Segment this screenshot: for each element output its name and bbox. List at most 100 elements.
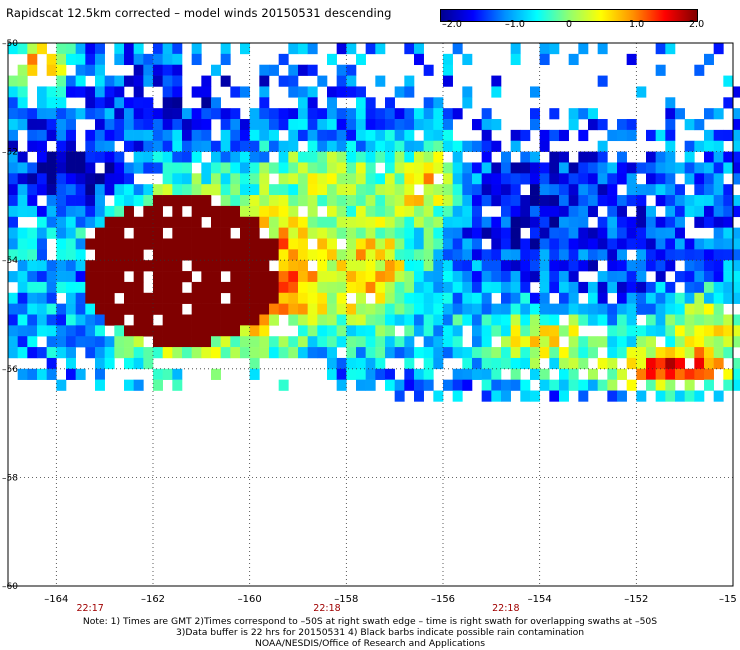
heatmap-cell [298,129,308,142]
heatmap-cell [443,162,453,174]
heatmap-cell [162,119,173,131]
heatmap-cell [723,281,734,294]
heatmap-cell [723,292,734,304]
heatmap-cell [481,140,492,152]
heatmap-cell [646,368,656,380]
heatmap-cell [713,281,724,294]
heatmap-cell [684,205,695,218]
heatmap-cell [510,43,521,55]
heatmap-cell [694,336,705,348]
heatmap-cell [17,64,28,76]
heatmap-cell [704,281,714,294]
heatmap-cell [162,271,173,283]
heatmap-cell [414,325,424,337]
heatmap-cell [462,227,473,239]
heatmap-cell [646,314,656,326]
heatmap-cell [539,129,550,142]
heatmap-cell [423,260,434,272]
heatmap-cell [95,64,105,76]
heatmap-cell [124,260,134,272]
heatmap-cell [665,173,676,185]
heatmap-cell [510,303,521,315]
heatmap-cell [143,64,154,76]
heatmap-cell [433,303,444,315]
heatmap-cell [665,238,676,250]
heatmap-cell [385,314,395,326]
heatmap-cell [27,119,38,131]
heatmap-cell [66,205,76,218]
heatmap-cell [607,390,618,402]
heatmap-cell [559,249,569,261]
heatmap-cell [95,119,105,131]
heatmap-cell [472,249,482,261]
heatmap-cell [733,379,740,391]
heatmap-cell [617,260,627,272]
heatmap-cell [626,129,637,142]
heatmap-cell [559,260,569,272]
heatmap-cell [66,43,76,55]
heatmap-cell [452,173,463,185]
heatmap-cell [75,86,86,98]
heatmap-cell [104,75,115,87]
heatmap-cell [636,281,647,294]
heatmap-cell [124,325,134,337]
heatmap-cell [578,195,589,207]
heatmap-cell [568,368,579,380]
heatmap-cell [646,281,656,294]
heatmap-cell [559,303,569,315]
heatmap-cell [694,249,705,261]
heatmap-cell [307,64,318,76]
heatmap-cell [191,314,202,326]
heatmap-cell [404,173,415,185]
heatmap-cell [162,43,173,55]
heatmap-cell [733,271,740,283]
heatmap-cell [327,347,337,359]
heatmap-cell [646,216,656,228]
heatmap-cell [510,292,521,304]
heatmap-cell [559,162,569,174]
heatmap-cell [56,271,67,283]
heatmap-cell [443,260,453,272]
heatmap-cell [733,260,740,272]
heatmap-cell [733,368,740,380]
heatmap-cell [626,162,637,174]
heatmap-cell [356,151,366,163]
heatmap-cell [346,249,357,261]
heatmap-cell [588,173,598,185]
heatmap-cell [462,162,473,174]
heatmap-cell [733,336,740,348]
heatmap-cell [675,195,685,207]
heatmap-cell [713,260,724,272]
colorbar-tick: 0 [566,19,573,30]
heatmap-cell [56,314,67,326]
heatmap-cell [597,249,608,261]
heatmap-cell [636,184,647,196]
x-tick-label: –158 [334,594,358,605]
heatmap-cell [655,227,666,239]
heatmap-cell [733,205,740,218]
heatmap-cell [617,151,627,163]
heatmap-cell [46,336,57,348]
colorbar-tick: –1.0 [505,19,525,30]
heatmap-cell [433,151,444,163]
heatmap-cell [713,129,724,142]
heatmap-cell [559,216,569,228]
heatmap-cell [385,292,395,304]
heatmap-cell [114,195,125,207]
heatmap-cell [17,151,28,163]
heatmap-cell [317,336,328,348]
heatmap-cell [549,347,560,359]
heatmap-cell [433,249,444,261]
heatmap-cell [317,325,328,337]
heatmap-cell [510,357,521,370]
heatmap-cell [37,43,47,55]
heatmap-cell [8,86,18,98]
heatmap-cell [404,260,415,272]
heatmap-cell [394,129,405,142]
heatmap-cell [95,53,105,66]
heatmap-cell [617,238,627,250]
heatmap-cell [56,336,67,348]
heatmap-cell [636,86,647,98]
heatmap-cell [607,347,618,359]
heatmap-cell [249,249,260,261]
